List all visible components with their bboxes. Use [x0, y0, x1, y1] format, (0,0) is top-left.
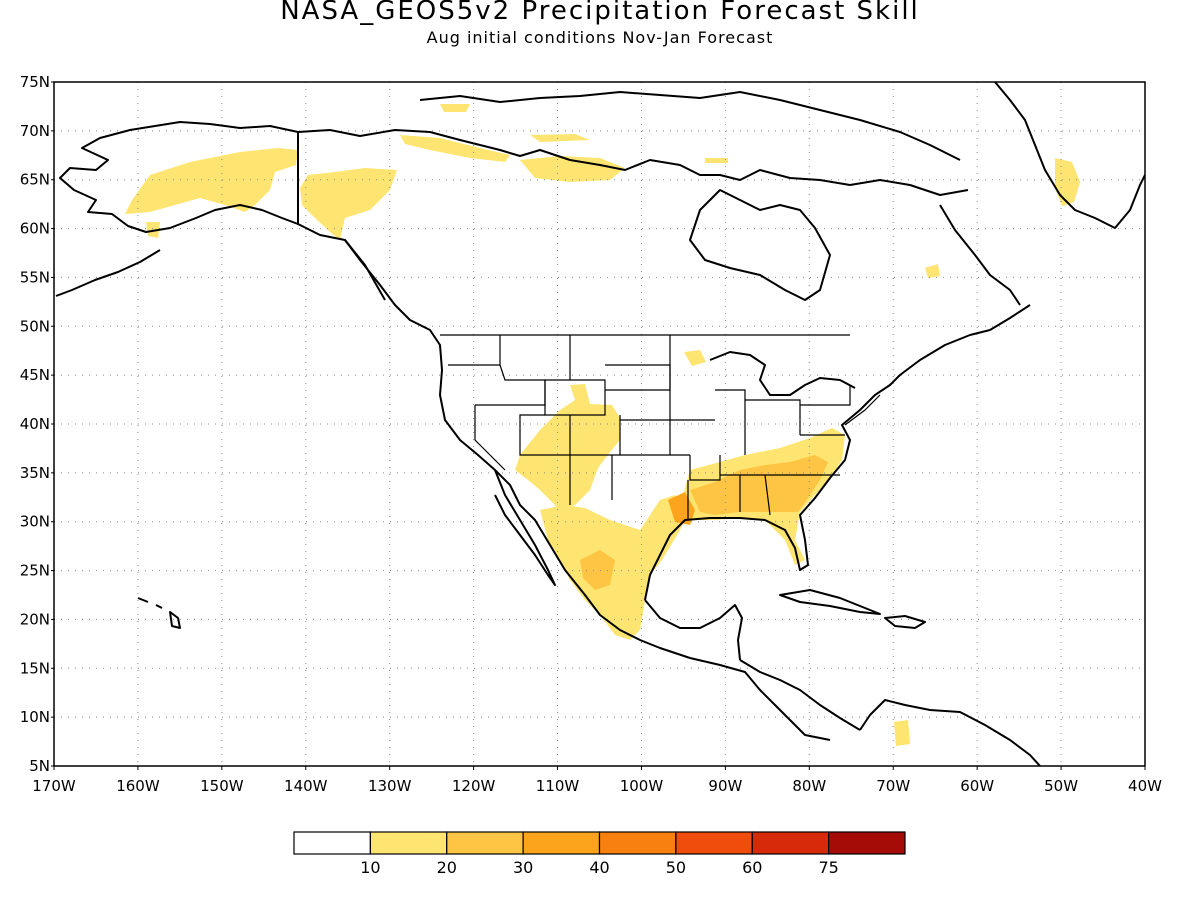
colorbar-label: 10 — [360, 858, 380, 877]
colorbar-label: 60 — [742, 858, 762, 877]
colorbar-swatch — [598, 831, 677, 855]
skill-area-hudson — [705, 158, 728, 163]
coast-south-america — [859, 699, 1041, 766]
lon-tick-label: 70W — [876, 777, 910, 795]
colorbar-swatch — [293, 831, 371, 855]
skill-area-great-plains-north — [684, 350, 706, 366]
coast-great-lakes — [709, 351, 856, 396]
colorbar-swatch — [675, 831, 753, 855]
colorbar-label: 40 — [589, 858, 609, 877]
lat-tick-label: 30N — [20, 513, 50, 531]
skill-area-canada-arctic — [400, 135, 510, 162]
colorbar-swatch — [369, 831, 448, 855]
skill-area-southeast-core — [690, 455, 828, 515]
lon-tick-label: 130W — [368, 777, 412, 795]
skill-shading — [125, 104, 1080, 746]
coast-pacific-nw — [344, 239, 831, 741]
colorbar-label: 30 — [513, 858, 533, 877]
coast-yucatan — [644, 599, 743, 661]
colorbar-label: 20 — [437, 858, 457, 877]
lat-tick-label: 55N — [20, 268, 50, 286]
lat-tick-label: 50N — [20, 317, 50, 335]
lat-tick-label: 25N — [20, 562, 50, 580]
lat-tick-label: 40N — [20, 415, 50, 433]
skill-area-arctic-island — [440, 104, 470, 112]
longitude-labels: 170W 160W 150W 140W 130W 120W 110W 100W 90W 80W 70… — [32, 766, 1162, 795]
lat-tick-label: 75N — [20, 73, 50, 91]
lon-tick-label: 110W — [536, 777, 580, 795]
coast-greenland — [994, 82, 1145, 229]
colorbar-swatch — [828, 831, 906, 855]
lat-tick-label: 70N — [20, 122, 50, 140]
lon-tick-label: 60W — [960, 777, 994, 795]
skill-area-mexico — [540, 495, 690, 640]
colorbar: 10 20 30 40 50 60 75 — [293, 831, 906, 877]
coast-gulf — [644, 304, 1031, 601]
colorbar-swatch — [446, 831, 524, 855]
coastlines — [55, 82, 1145, 766]
coast-hispaniola — [884, 615, 926, 629]
lon-tick-label: 100W — [620, 777, 664, 795]
coast-aleutians — [55, 249, 161, 297]
skill-area-greenland — [1055, 158, 1080, 206]
coast-alaska — [59, 121, 299, 233]
lon-tick-label: 50W — [1044, 777, 1078, 795]
lon-tick-label: 40W — [1128, 777, 1162, 795]
lat-tick-label: 20N — [20, 610, 50, 628]
colorbar-swatch — [522, 831, 601, 855]
skill-area-mexico-core — [580, 550, 615, 590]
colorbar-swatch — [751, 831, 830, 855]
lon-tick-label: 80W — [792, 777, 826, 795]
colorbar-label: 50 — [666, 858, 686, 877]
lon-tick-label: 120W — [452, 777, 496, 795]
coast-central-america — [739, 659, 861, 731]
coast-labrador — [939, 204, 1021, 306]
skill-area-yukon — [300, 168, 397, 240]
lon-tick-label: 150W — [200, 777, 244, 795]
lat-tick-label: 10N — [20, 708, 50, 726]
lon-tick-label: 140W — [284, 777, 328, 795]
state-borders — [440, 334, 881, 520]
coast-arctic-islands — [419, 91, 961, 161]
lon-tick-label: 170W — [32, 777, 76, 795]
coast-canada-north — [297, 129, 969, 196]
coast-hudson-bay — [689, 189, 831, 301]
chart-title: NASA_GEOS5v2 Precipitation Forecast Skil… — [280, 0, 920, 26]
lat-tick-label: 35N — [20, 464, 50, 482]
chart-subtitle: Aug initial conditions Nov-Jan Forecast — [426, 28, 774, 47]
coast-baja — [494, 469, 556, 586]
lat-tick-label: 65N — [20, 171, 50, 189]
skill-area-alaska — [125, 148, 298, 214]
lat-tick-label: 5N — [29, 757, 50, 775]
lon-tick-label: 90W — [708, 777, 742, 795]
skill-area-nunavut — [520, 156, 625, 182]
skill-area-venezuela — [894, 720, 910, 746]
skill-area-southwest-us — [515, 384, 620, 510]
coast-hawaii — [137, 597, 181, 629]
lat-tick-label: 45N — [20, 366, 50, 384]
colorbar-label: 75 — [818, 858, 838, 877]
skill-area-labrador — [925, 264, 940, 278]
latitude-labels: 75N 70N 65N 60N 55N 50N 45N 40N 35N 30N 25N 20N 15N 1… — [20, 73, 54, 775]
lat-tick-label: 60N — [20, 220, 50, 238]
lon-tick-label: 160W — [116, 777, 160, 795]
lat-tick-label: 15N — [20, 659, 50, 677]
skill-area-arctic-strip — [530, 134, 590, 142]
coast-cuba — [779, 589, 881, 615]
